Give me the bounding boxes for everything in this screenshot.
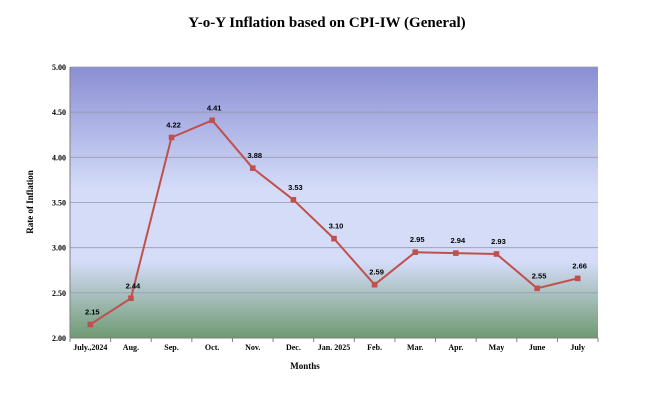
data-point	[534, 285, 540, 292]
data-label: 4.41	[207, 103, 222, 112]
y-tick-label: 3.50	[52, 199, 66, 208]
data-point	[371, 281, 378, 288]
data-label: 2.94	[451, 236, 466, 245]
data-label: 2.15	[85, 307, 100, 316]
x-tick-label: July.,2024	[73, 343, 107, 352]
y-tick-label: 4.50	[52, 108, 66, 117]
data-point	[87, 321, 94, 328]
x-tick-label: Nov.	[245, 343, 260, 352]
y-tick-label: 5.00	[52, 63, 66, 72]
x-tick-label: Mar.	[407, 343, 423, 352]
x-tick-label: Jan. 2025	[318, 343, 350, 352]
chart-title: Y-o-Y Inflation based on CPI-IW (General…	[188, 15, 465, 31]
y-axis-label: Rate of Inflation	[25, 170, 35, 234]
x-tick-label: Dec.	[286, 343, 301, 352]
data-label: 2.55	[532, 271, 547, 280]
data-label: 2.66	[572, 261, 587, 270]
x-tick-label: Feb.	[367, 343, 382, 352]
data-labels: 2.15 2.44 4.22 4.41 3.88 3.53 3.10 2.59 2.95 2.94…	[85, 103, 587, 316]
x-tick-label: Apr.	[448, 343, 463, 352]
y-tick-label: 3.00	[52, 244, 66, 253]
gridlines	[69, 66, 598, 339]
x-tick-label: Aug.	[123, 343, 139, 352]
y-tick-label: 4.00	[52, 153, 66, 162]
data-point	[453, 250, 459, 256]
x-axis-label: Months	[290, 361, 320, 371]
data-point	[128, 295, 134, 302]
data-label: 2.93	[491, 237, 506, 246]
data-point	[168, 134, 175, 141]
y-axis-ticks: 2.00 2.50 3.00 3.50 4.00 4.50 5.00	[52, 63, 66, 343]
x-tick-label: Oct.	[205, 343, 219, 352]
data-point	[290, 196, 297, 203]
data-label: 2.95	[410, 235, 425, 244]
data-label: 3.88	[247, 151, 262, 160]
y-tick-label: 2.50	[52, 289, 66, 298]
data-point	[331, 235, 337, 242]
x-tick-label: Sep.	[164, 343, 178, 352]
x-axis-ticks: July.,2024 Aug. Sep. Oct. Nov. Dec. Jan. 2025 F…	[69, 338, 599, 352]
x-tick-label: July	[570, 343, 585, 352]
data-label: 3.10	[329, 222, 344, 231]
data-point	[209, 117, 215, 124]
series-markers	[87, 117, 581, 328]
data-label: 2.44	[126, 281, 141, 290]
data-point	[574, 275, 581, 282]
y-tick-label: 2.00	[52, 334, 66, 343]
data-label: 4.22	[166, 120, 181, 129]
x-tick-label: May	[489, 343, 505, 352]
data-label: 2.59	[369, 268, 384, 277]
x-tick-label: June	[529, 343, 546, 352]
data-point	[493, 251, 500, 257]
data-point	[249, 165, 256, 171]
data-point	[412, 249, 419, 255]
data-label: 3.53	[288, 183, 303, 192]
